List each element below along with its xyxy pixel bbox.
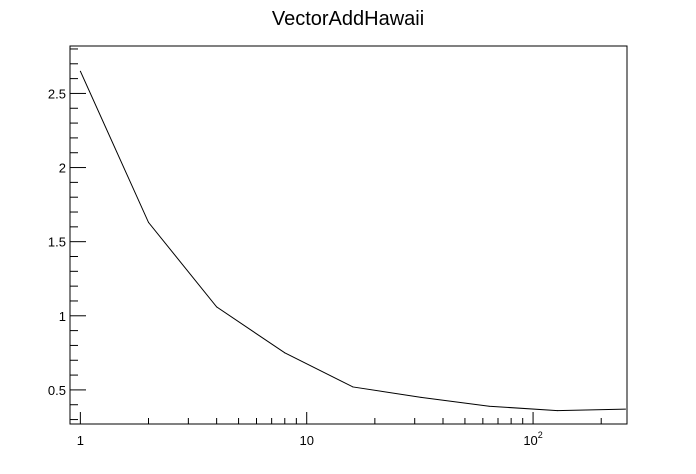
x-tick-label: 1 [77,433,84,448]
x-tick-label: 10 [299,433,313,448]
data-point [420,396,422,398]
chart-title: VectorAddHawaii [272,8,424,30]
data-point [556,410,558,412]
data-point [352,386,354,388]
data-point [624,408,626,410]
data-point [488,405,490,407]
x-tick-label: 102 [523,430,542,448]
y-tick-label: 2.5 [48,86,66,101]
data-point [147,221,149,223]
y-tick-label: 2 [59,161,66,176]
y-tick-label: 1 [59,309,66,324]
y-axis: 0.5 1 1.5 2 2.5 [48,48,86,421]
y-tick-label: 0.5 [48,383,66,398]
data-point [284,352,286,354]
data-point [79,70,81,72]
y-tick-label: 1.5 [48,235,66,250]
plot-frame [69,45,628,425]
data-point [216,306,218,308]
series-layer [79,70,626,412]
x-axis: 1 10 102 [69,412,602,448]
series-line [79,70,626,412]
